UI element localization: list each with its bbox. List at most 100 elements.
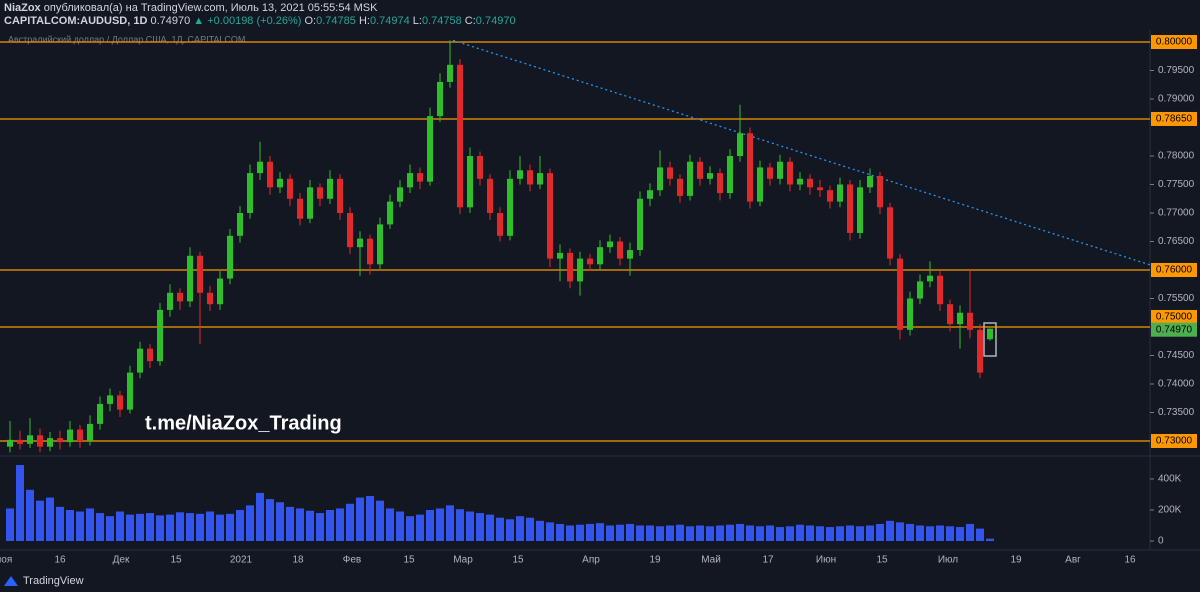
volume-bar	[606, 525, 614, 541]
volume-bar	[396, 511, 404, 541]
candle-body	[787, 161, 793, 185]
candle-body	[427, 116, 433, 182]
volume-bar	[556, 523, 564, 541]
level-label-box	[1151, 262, 1197, 277]
candle-body	[237, 213, 243, 236]
volume-bar	[616, 524, 624, 541]
volume-bar	[56, 506, 64, 541]
y-tick-label: 0.79500	[1158, 65, 1195, 76]
volume-bar	[586, 523, 594, 541]
candle-body	[947, 304, 953, 325]
volume-bar	[706, 526, 714, 541]
volume-bar	[566, 525, 574, 541]
volume-bar	[266, 499, 274, 541]
volume-bar	[306, 510, 314, 541]
volume-bar	[216, 514, 224, 541]
candle-body	[877, 175, 883, 208]
header-line-1: NiaZox опубликовал(а) на TradingView.com…	[4, 2, 378, 14]
candle-body	[667, 167, 673, 179]
candle-body	[967, 312, 973, 330]
volume-bar	[746, 525, 754, 541]
x-tick-label: Фев	[343, 555, 361, 566]
volume-bar	[366, 496, 374, 541]
x-tick-label: Июл	[938, 555, 958, 566]
volume-bar	[696, 525, 704, 541]
candle-body	[317, 187, 323, 199]
x-tick-label: Дек	[113, 555, 130, 566]
volume-bar	[926, 526, 934, 541]
volume-bar	[756, 526, 764, 541]
c-value: 0.74970	[476, 15, 516, 27]
candle-body	[717, 173, 723, 194]
volume-bar	[886, 520, 894, 541]
x-tick-label: 18	[292, 555, 304, 566]
change: ▲ +0.00198 (+0.26%)	[193, 15, 301, 27]
volume-bar	[626, 523, 634, 541]
candle-body	[567, 252, 573, 282]
candle-body	[17, 439, 23, 444]
x-tick-label: 16	[1124, 555, 1136, 566]
candle-body	[157, 309, 163, 362]
author: NiaZox	[4, 2, 42, 14]
volume-bar	[116, 511, 124, 541]
candle-body	[617, 241, 623, 259]
volume-bar	[416, 514, 424, 541]
volume-bar	[6, 508, 14, 541]
y-tick-label: 0.75500	[1158, 293, 1195, 304]
candle-body	[827, 190, 833, 202]
candle-body	[287, 178, 293, 199]
candle-body	[807, 178, 813, 188]
volume-bar	[946, 526, 954, 541]
volume-bar	[206, 511, 214, 541]
h-key: H:	[359, 15, 370, 27]
volume-bar	[676, 524, 684, 541]
volume-bar	[376, 500, 384, 541]
candle-body	[197, 255, 203, 293]
volume-bar	[456, 509, 464, 541]
y-tick-label: 0.77000	[1158, 208, 1195, 219]
candle-body	[687, 161, 693, 196]
candle-body	[467, 156, 473, 208]
volume-bar	[686, 526, 694, 541]
candle-body	[77, 429, 83, 441]
candle-body	[407, 173, 413, 188]
candle-body	[297, 198, 303, 219]
candle-body	[657, 167, 663, 191]
candle-body	[147, 348, 153, 362]
candle-body	[247, 173, 253, 214]
volume-bar	[446, 505, 454, 541]
volume-bar	[536, 520, 544, 541]
volume-bar	[426, 509, 434, 541]
candle-body	[87, 423, 93, 441]
volume-bar	[866, 525, 874, 541]
volume-tick-label: 400K	[1158, 474, 1182, 485]
candle-body	[47, 438, 53, 447]
volume-bar	[346, 503, 354, 541]
candle-body	[587, 258, 593, 265]
brand: TradingView	[23, 575, 84, 587]
volume-bar	[636, 525, 644, 541]
candle-body	[817, 187, 823, 191]
y-tick-label: 0.79000	[1158, 94, 1195, 105]
volume-bar	[596, 523, 604, 541]
volume-bar	[896, 522, 904, 541]
candle-body	[497, 213, 503, 236]
candle-body	[487, 178, 493, 214]
candle-body	[117, 395, 123, 410]
volume-bar	[66, 509, 74, 541]
candle-body	[107, 395, 113, 404]
y-tick-label: 0.76500	[1158, 236, 1195, 247]
volume-bar	[856, 526, 864, 541]
candle-body	[307, 187, 313, 219]
x-tick-label: 15	[403, 555, 415, 566]
volume-bar	[46, 497, 54, 541]
x-tick-label: 2021	[230, 555, 253, 566]
volume-bar	[806, 525, 814, 541]
volume-bar	[516, 516, 524, 541]
x-tick-label: Мар	[453, 555, 473, 566]
candle-body	[127, 372, 133, 410]
volume-bar	[576, 524, 584, 541]
volume-bar	[126, 514, 134, 541]
candle-body	[847, 184, 853, 233]
l-value: 0.74758	[422, 15, 462, 27]
